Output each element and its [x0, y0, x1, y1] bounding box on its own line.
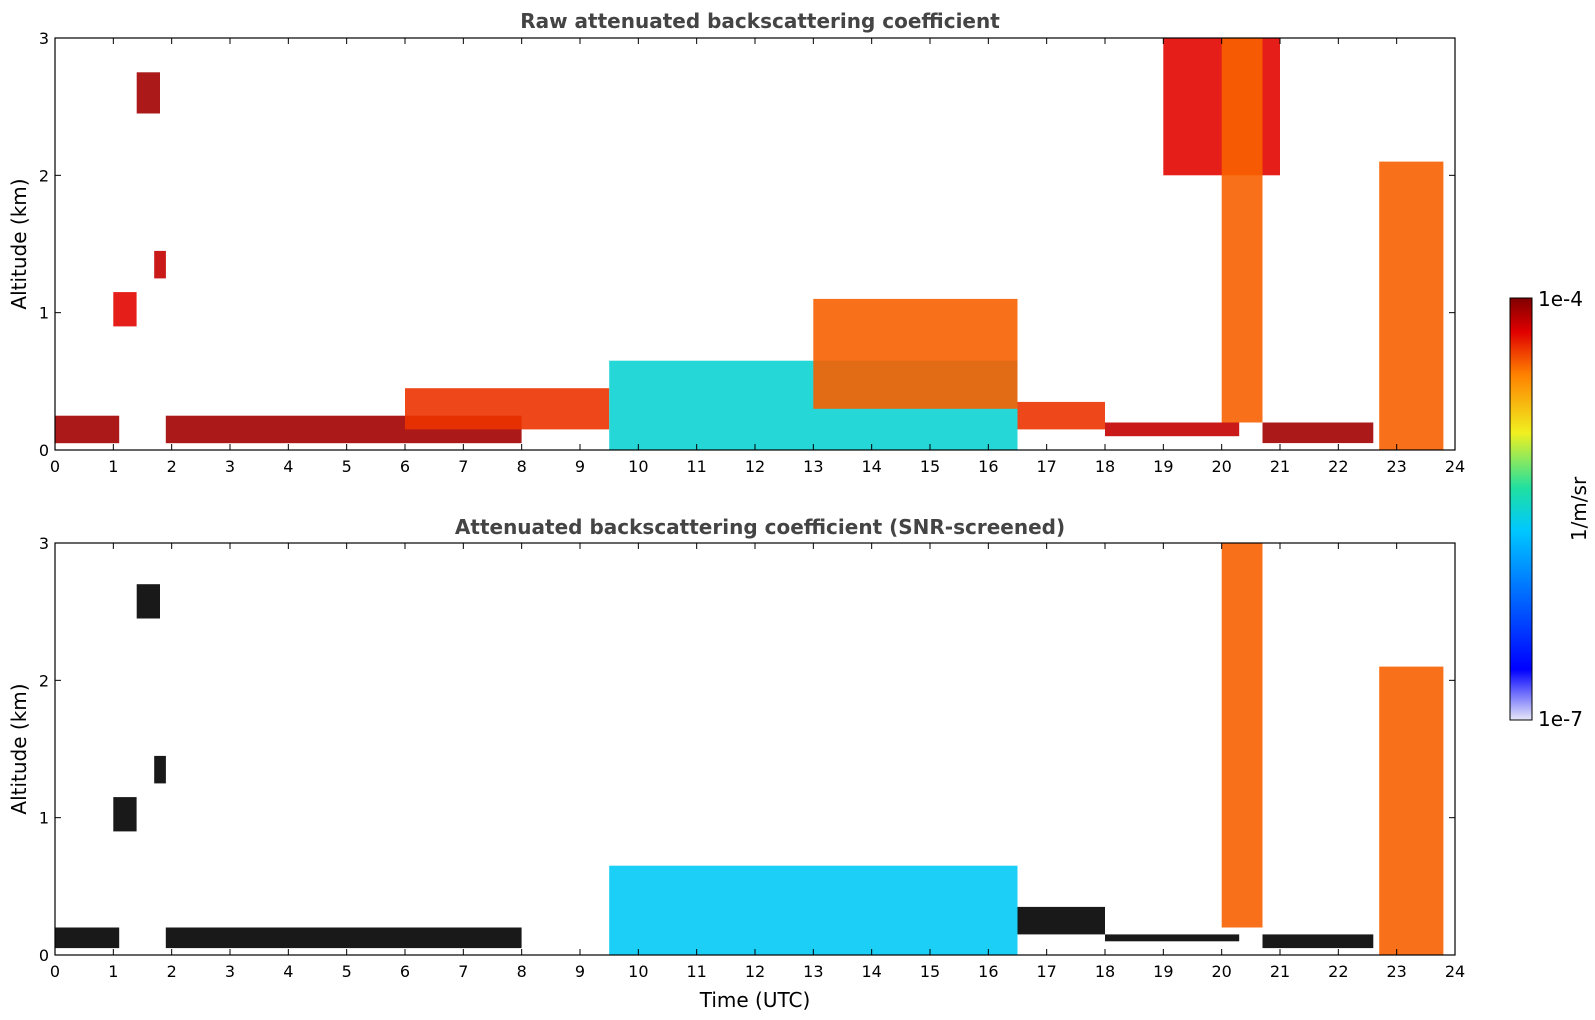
- backscatter-feature: [1262, 422, 1374, 444]
- x-tick-label: 15: [920, 962, 940, 981]
- x-tick-label: 1: [108, 457, 118, 476]
- y-axis-label: Altitude (km): [7, 178, 31, 309]
- x-tick-label: 0: [50, 457, 60, 476]
- x-tick-label: 17: [1036, 962, 1056, 981]
- x-tick-label: 9: [575, 962, 585, 981]
- x-tick-label: 13: [803, 457, 823, 476]
- x-tick-label: 24: [1445, 457, 1465, 476]
- x-tick-label: 3: [225, 457, 235, 476]
- x-tick-label: 19: [1153, 457, 1173, 476]
- y-tick-label: 3: [39, 534, 49, 553]
- x-tick-label: 4: [283, 962, 293, 981]
- x-tick-label: 10: [628, 962, 648, 981]
- x-tick-label: 7: [458, 457, 468, 476]
- x-tick-label: 14: [861, 457, 881, 476]
- backscatter-feature: [136, 584, 160, 619]
- x-tick-label: 11: [686, 962, 706, 981]
- x-tick-label: 2: [167, 457, 177, 476]
- backscatter-feature: [1379, 666, 1444, 955]
- x-tick-label: 20: [1211, 457, 1231, 476]
- x-tick-label: 23: [1386, 962, 1406, 981]
- x-tick-label: 12: [745, 457, 765, 476]
- snr-screened-panel: Attenuated backscattering coefficient (S…: [7, 515, 1465, 1012]
- x-tick-label: 3: [225, 962, 235, 981]
- x-tick-label: 14: [861, 962, 881, 981]
- backscatter-feature: [55, 415, 120, 444]
- colorbar-gradient: [1509, 297, 1533, 721]
- x-tick-label: 22: [1328, 962, 1348, 981]
- backscatter-feature: [1017, 401, 1105, 430]
- colorbar-max-label: 1e-4: [1538, 287, 1583, 311]
- x-tick-label: 11: [686, 457, 706, 476]
- x-tick-label: 13: [803, 962, 823, 981]
- backscatter-feature: [1105, 934, 1240, 942]
- x-tick-label: 16: [978, 962, 998, 981]
- x-tick-label: 2: [167, 962, 177, 981]
- x-tick-label: 5: [342, 457, 352, 476]
- backscatter-feature: [1262, 934, 1374, 949]
- backscatter-feature: [405, 388, 610, 430]
- x-tick-label: 21: [1270, 962, 1290, 981]
- backscatter-feature: [1221, 543, 1263, 928]
- raw-backscatter-panel: Raw attenuated backscattering coefficien…: [7, 9, 1465, 476]
- x-tick-label: 6: [400, 457, 410, 476]
- colorbar: 1e-4 1e-7 1/m/sr: [1509, 287, 1591, 731]
- x-tick-label: 18: [1095, 962, 1115, 981]
- y-tick-label: 2: [39, 166, 49, 185]
- backscatter-feature: [813, 298, 1018, 409]
- x-tick-label: 18: [1095, 457, 1115, 476]
- y-tick-label: 1: [39, 304, 49, 323]
- backscatter-feature: [1105, 422, 1240, 437]
- x-tick-label: 9: [575, 457, 585, 476]
- x-tick-label: 19: [1153, 962, 1173, 981]
- x-tick-label: 8: [517, 962, 527, 981]
- y-axis-label: Altitude (km): [7, 683, 31, 814]
- x-tick-label: 1: [108, 962, 118, 981]
- x-tick-label: 8: [517, 457, 527, 476]
- x-tick-label: 6: [400, 962, 410, 981]
- x-tick-label: 7: [458, 962, 468, 981]
- backscatter-feature: [1017, 906, 1105, 935]
- y-tick-label: 0: [39, 946, 49, 965]
- backscatter-feature: [1221, 38, 1263, 423]
- colorbar-min-label: 1e-7: [1538, 707, 1583, 731]
- backscatter-feature: [165, 927, 522, 949]
- x-tick-label: 0: [50, 962, 60, 981]
- x-tick-label: 4: [283, 457, 293, 476]
- x-axis-label: Time (UTC): [699, 988, 811, 1012]
- panel-title: Attenuated backscattering coefficient (S…: [455, 515, 1065, 539]
- x-tick-label: 24: [1445, 962, 1465, 981]
- x-tick-label: 23: [1386, 457, 1406, 476]
- x-tick-label: 17: [1036, 457, 1056, 476]
- backscatter-feature: [609, 865, 1018, 955]
- y-tick-label: 2: [39, 671, 49, 690]
- y-tick-label: 1: [39, 809, 49, 828]
- x-tick-label: 21: [1270, 457, 1290, 476]
- panel-title: Raw attenuated backscattering coefficien…: [520, 9, 1000, 33]
- x-tick-label: 22: [1328, 457, 1348, 476]
- x-tick-label: 15: [920, 457, 940, 476]
- backscatter-feature: [113, 292, 137, 327]
- backscatter-feature: [154, 755, 166, 784]
- colorbar-unit-label: 1/m/sr: [1567, 476, 1591, 541]
- x-tick-label: 5: [342, 962, 352, 981]
- x-tick-label: 16: [978, 457, 998, 476]
- backscatter-feature: [1379, 161, 1444, 450]
- backscatter-feature: [55, 927, 120, 949]
- x-tick-label: 12: [745, 962, 765, 981]
- backscatter-feature: [154, 250, 166, 279]
- x-tick-label: 20: [1211, 962, 1231, 981]
- backscatter-feature: [136, 72, 160, 114]
- backscatter-feature: [113, 797, 137, 832]
- x-tick-label: 10: [628, 457, 648, 476]
- y-tick-label: 0: [39, 441, 49, 460]
- y-tick-label: 3: [39, 29, 49, 48]
